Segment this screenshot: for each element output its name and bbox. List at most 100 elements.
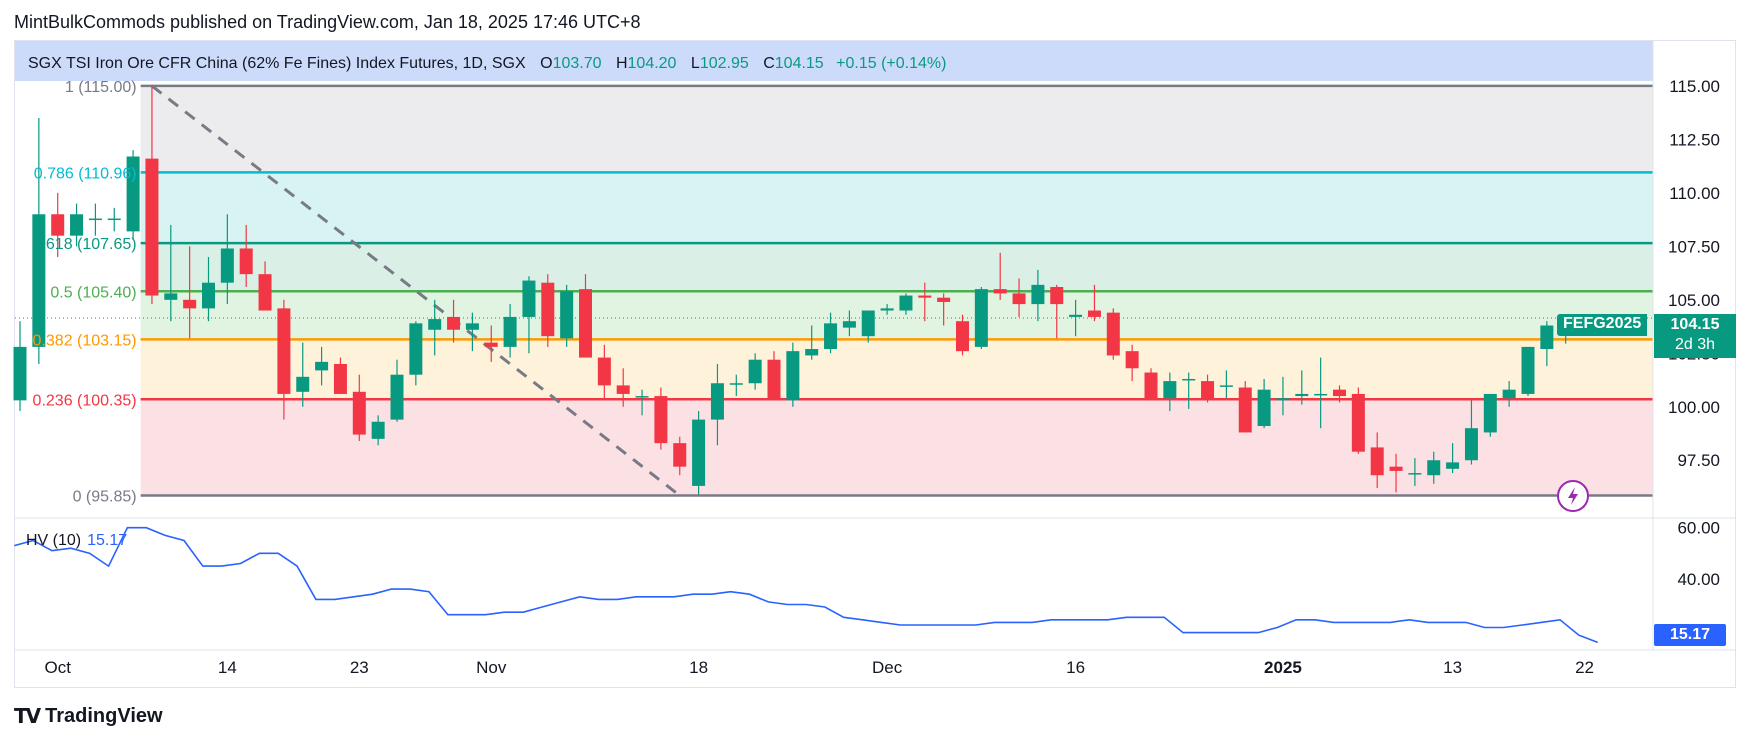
- price-tick-label: 100.00: [1668, 398, 1720, 417]
- candle-36: [692, 411, 706, 495]
- candle-74: [1408, 458, 1422, 486]
- candle-70: [1333, 385, 1346, 403]
- candle-body: [1408, 473, 1422, 475]
- candle-44: [842, 310, 856, 337]
- candle-body: [1389, 466, 1403, 471]
- fib-zones: [140, 85, 1653, 496]
- candle-body: [164, 293, 178, 300]
- symbol-price-tag: FEFG2025: [1557, 314, 1648, 336]
- last-price-tag: 104.15 2d 3h: [1654, 314, 1736, 358]
- candle-73: [1389, 453, 1403, 493]
- candle-64: [1219, 370, 1233, 399]
- candle-65: [1238, 381, 1252, 433]
- candle-62: [1182, 372, 1196, 409]
- candle-body: [729, 383, 743, 385]
- candle-35: [673, 436, 687, 476]
- candle-33: [635, 389, 649, 416]
- candle-29: [560, 284, 574, 347]
- price-tick-label: 115.00: [1669, 77, 1720, 96]
- candle-body: [541, 282, 555, 337]
- candle-body: [126, 156, 140, 232]
- candle-body: [692, 419, 706, 486]
- candle-body: [1125, 351, 1139, 369]
- candle-59: [1125, 344, 1139, 382]
- time-tick-label: 13: [1443, 658, 1462, 677]
- candle-40: [767, 351, 781, 401]
- hv-tick-label: 40.00: [1677, 570, 1720, 589]
- candle-body: [899, 295, 913, 311]
- candle-51: [974, 286, 988, 350]
- price-tick-label: 97.50: [1677, 451, 1720, 470]
- candle-76: [1446, 443, 1460, 474]
- candle-41: [786, 342, 800, 407]
- candle-body: [1219, 385, 1233, 387]
- candle-6: [126, 150, 140, 240]
- price-tick-label: 105.00: [1668, 291, 1720, 310]
- tradingview-logo[interactable]: TV TradingView: [14, 704, 163, 728]
- lightning-icon[interactable]: [1557, 480, 1589, 512]
- candle-69: [1314, 357, 1328, 429]
- candle-81: [1540, 321, 1554, 367]
- candle-39: [748, 353, 762, 390]
- hv-last-value-tag: 15.17: [1654, 624, 1726, 646]
- candle-body: [1050, 286, 1064, 305]
- tradingview-logo-mark-icon: TV: [14, 704, 41, 728]
- candle-body: [371, 421, 385, 439]
- candle-body: [70, 214, 84, 236]
- fib-zone-0.786: [140, 172, 1653, 244]
- candle-72: [1370, 432, 1384, 489]
- candle-68: [1295, 370, 1309, 405]
- candle-30: [579, 274, 592, 358]
- candle-body: [710, 383, 724, 420]
- time-tick-label: Nov: [476, 658, 507, 677]
- candle-24: [465, 312, 479, 352]
- trend-line-group: [151, 84, 681, 497]
- countdown-value: 2d 3h: [1674, 336, 1716, 353]
- fib-zone-1: [140, 85, 1653, 173]
- price-tick-label: 110.00: [1669, 184, 1720, 203]
- hv-line-group: [14, 526, 1598, 644]
- candle-body: [1446, 462, 1460, 469]
- time-tick-label: 14: [218, 658, 237, 677]
- candle-body: [88, 218, 102, 221]
- candle-body: [239, 248, 253, 275]
- candle-body: [956, 321, 969, 352]
- candle-body: [277, 308, 291, 394]
- hv-line: [14, 526, 1598, 644]
- candle-5: [107, 207, 121, 232]
- fib-label-0.618: 0.618 (107.65): [33, 236, 137, 253]
- candle-body: [1502, 389, 1516, 399]
- candle-body: [352, 391, 366, 435]
- candle-31: [597, 344, 611, 399]
- candle-53: [1012, 278, 1026, 317]
- symbol-legend[interactable]: SGX TSI Iron Ore CFR China (62% Fe Fines…: [28, 55, 946, 73]
- candle-47: [899, 293, 913, 315]
- candle-54: [1031, 269, 1045, 322]
- time-tick-label: 22: [1575, 658, 1594, 677]
- candle-7: [145, 85, 159, 305]
- candle-26: [503, 304, 517, 358]
- candles: [13, 85, 1573, 495]
- candle-body: [220, 248, 234, 283]
- fib-zone-0.382: [140, 339, 1653, 400]
- hv-legend[interactable]: HV (10) 15.17: [26, 532, 127, 550]
- candle-body: [579, 289, 592, 358]
- candle-10: [202, 257, 215, 322]
- candle-22: [428, 299, 442, 356]
- candle-1: [32, 118, 46, 364]
- candle-17: [333, 357, 347, 394]
- candle-20: [390, 359, 404, 422]
- candle-body: [1333, 389, 1346, 397]
- time-axis: Oct 14 23 Nov 18 Dec 16 2025 13 22: [44, 658, 1594, 677]
- candle-body: [107, 218, 121, 221]
- candle-3: [70, 203, 84, 247]
- candle-body: [786, 351, 800, 401]
- candle-9: [183, 246, 197, 339]
- candle-body: [447, 316, 461, 330]
- candle-21: [409, 321, 423, 386]
- fib-label-0.786: 0.786 (110.96): [34, 165, 137, 182]
- candle-78: [1483, 393, 1497, 437]
- candle-2: [51, 192, 65, 258]
